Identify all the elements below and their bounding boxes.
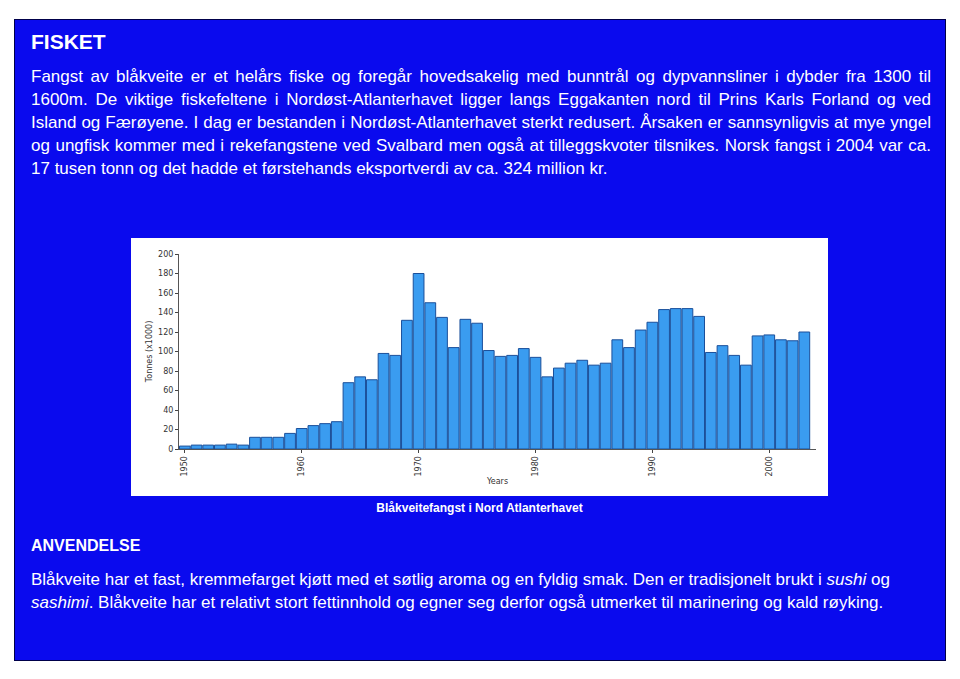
html-text:FISKET: FISKET <box>31 30 106 53</box>
svg-text:Tonnes (x1000): Tonnes (x1000) <box>145 321 154 384</box>
svg-text:120: 120 <box>158 328 173 337</box>
html-text:Fangst av blåkveite er et helå: Fangst av blåkveite er et helårs fiske o… <box>31 67 931 178</box>
html-text:sashimi. Blåkveite har et rela: sashimi. Blåkveite har et relativt stort… <box>31 593 884 612</box>
svg-text:20: 20 <box>163 425 173 434</box>
svg-text:180: 180 <box>158 269 173 278</box>
svg-text:40: 40 <box>163 406 173 415</box>
svg-text:1980: 1980 <box>531 456 540 476</box>
svg-text:2000: 2000 <box>765 456 774 476</box>
html-text:ANVENDELSE: ANVENDELSE <box>31 537 141 554</box>
svg-text:1960: 1960 <box>297 456 306 476</box>
html-text:Blåkveitefangst i Nord Atlante: Blåkveitefangst i Nord Atlanterhavet <box>376 501 583 515</box>
svg-text:100: 100 <box>158 347 173 356</box>
html-text:Blåkveite har et fast, kremmef: Blåkveite har et fast, kremmefarget kjøt… <box>31 570 890 589</box>
svg-text:60: 60 <box>163 386 173 395</box>
svg-text:140: 140 <box>158 308 173 317</box>
svg-text:200: 200 <box>158 250 173 259</box>
svg-text:80: 80 <box>163 367 173 376</box>
svg-text:1950: 1950 <box>180 456 189 476</box>
svg-text:Years: Years <box>486 477 508 486</box>
svg-text:0: 0 <box>168 445 173 454</box>
svg-text:1990: 1990 <box>648 456 657 476</box>
svg-text:1970: 1970 <box>414 456 423 476</box>
svg-text:160: 160 <box>158 289 173 298</box>
